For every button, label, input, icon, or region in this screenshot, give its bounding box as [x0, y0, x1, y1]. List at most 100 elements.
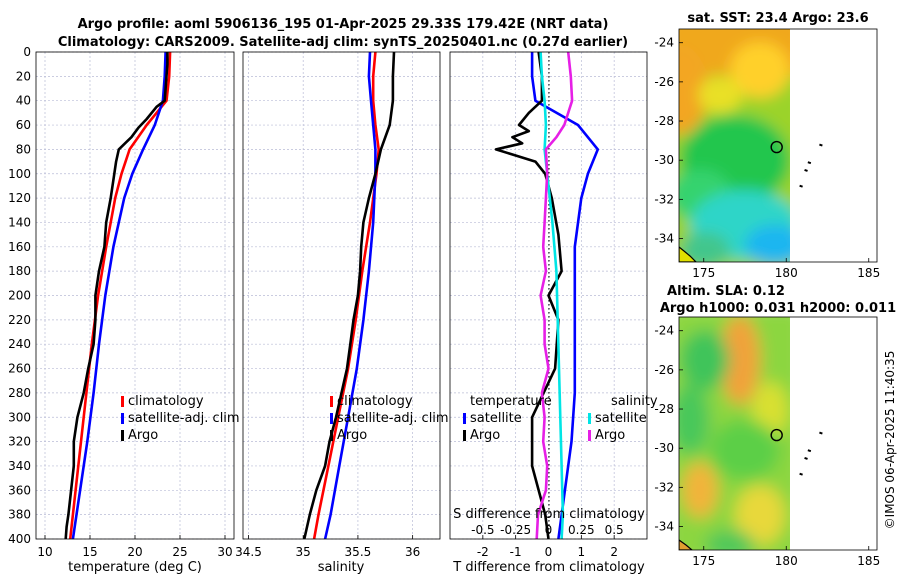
imos-watermark: ©IMOS 06-Apr-2025 11:40:35 — [883, 351, 897, 530]
depth-tick-label: 120 — [8, 191, 31, 205]
s-diff-tick-label: 0 — [545, 523, 553, 537]
salinity-axes-frame — [242, 51, 441, 540]
sst-map-marks: 175 180 185 -24 -26 -28 -30 -32 -34 — [654, 36, 880, 280]
map-lat-tick-label: -34 — [654, 520, 674, 534]
map-lon-tick-label: 180 — [775, 266, 798, 280]
island-mark — [804, 457, 808, 460]
map-lat-tick-label: -28 — [654, 402, 674, 416]
temperature-series — [64, 52, 172, 539]
map-lat-tick-label: -24 — [654, 324, 674, 338]
difference-panel: -2 -1 0 1 2 -0.5 -0.25 0 0.25 0.5 S difference f… — [449, 51, 658, 575]
map-lon-tick-label: 175 — [692, 266, 715, 280]
legend-swatch-sal-satellite — [588, 413, 591, 424]
depth-tick-label: 300 — [8, 410, 31, 424]
temperature-difference-tick-labels: -2 -1 0 1 2 — [477, 535, 618, 559]
map-lat-tick-label: -32 — [654, 192, 674, 206]
x-tick-label: 1 — [578, 545, 586, 559]
argo-position-marker — [770, 428, 783, 442]
map-lat-tick-label: -30 — [654, 441, 674, 455]
map-lat-tick-label: -26 — [654, 363, 674, 377]
temperature-tick-labels: 10 15 20 25 30 — [37, 535, 233, 559]
series-line-argo — [303, 52, 396, 539]
series-line-temperature-satellite — [530, 52, 600, 539]
depth-tick-label: 60 — [16, 118, 31, 132]
sst-map-panel: sat. SST: 23.4 Argo: 23.6 175 180 185 -24 -2… — [654, 11, 880, 280]
x-tick-label: 30 — [217, 545, 232, 559]
legend-label-argo: Argo — [128, 428, 158, 443]
depth-tick-label: 260 — [8, 362, 31, 376]
temperature-grid — [36, 51, 234, 540]
sla-heatmap — [679, 317, 790, 550]
x-tick-label: 2 — [610, 545, 618, 559]
island-mark — [799, 184, 803, 188]
map-lat-tick-label: -28 — [654, 114, 674, 128]
depth-tick-label: 360 — [8, 483, 31, 497]
legend-swatch-temp-satellite — [463, 413, 466, 424]
x-tick-label: 20 — [127, 545, 142, 559]
sst-map-title: sat. SST: 23.4 Argo: 23.6 — [687, 11, 868, 26]
map-lon-tick-label: 180 — [775, 554, 798, 568]
x-tick-label: 35 — [296, 545, 311, 559]
island-mark — [804, 169, 808, 172]
x-tick-label: -2 — [477, 545, 489, 559]
legend-label-satellite: satellite-adj. clim — [128, 411, 240, 426]
sla-map-panel: Altim. SLA: 0.12 Argo h1000: 0.031 h2000… — [654, 284, 896, 568]
island-mark — [819, 431, 823, 435]
x-tick-label: 15 — [82, 545, 97, 559]
legend-swatch-argo — [121, 430, 124, 441]
map-lon-tick-label: 185 — [857, 554, 880, 568]
depth-tick-label: 240 — [8, 337, 31, 351]
sla-map-title-line2: Argo h1000: 0.031 h2000: 0.011 — [660, 301, 896, 316]
s-diff-tick-label: 0.25 — [568, 523, 595, 537]
map-lat-tick-label: -30 — [654, 153, 674, 167]
difference-series — [494, 52, 600, 539]
legend-label-climatology: climatology — [128, 394, 204, 409]
x-tick-label: 35.5 — [345, 545, 372, 559]
salinity-panel: 34.5 35 35.5 36 salinity climatology satell… — [235, 51, 449, 575]
depth-tick-label: 140 — [8, 215, 31, 229]
sla-map-marks: 175 180 185 -24 -26 -28 -30 -32 -34 — [654, 324, 880, 568]
sla-map-frame — [678, 316, 878, 551]
sla-map-title-line1: Altim. SLA: 0.12 — [667, 284, 785, 299]
depth-tick-label: 100 — [8, 167, 31, 181]
salinity-legend: climatology satellite-adj. clim Argo — [330, 394, 449, 443]
depth-tick-labels: 0 20 40 60 80 100 120 140 160 180 200 220 240 260 280 3… — [8, 45, 31, 546]
legend-label-sal-argo: Argo — [595, 428, 625, 443]
difference-legend: temperature salinity satellite Argo sate… — [463, 394, 658, 443]
legend-swatch-satellite — [330, 413, 333, 424]
sst-map-frame — [678, 28, 878, 263]
series-line-salinity-satellite — [539, 52, 565, 539]
legend-swatch-temp-argo — [463, 430, 466, 441]
s-diff-tick-label: 0.5 — [605, 523, 624, 537]
temperature-legend: climatology satellite-adj. clim Argo — [121, 394, 240, 443]
x-tick-label: -1 — [510, 545, 522, 559]
depth-tick-label: 280 — [8, 386, 31, 400]
island-mark — [807, 449, 812, 453]
temperature-difference-xlabel: T difference from climatology — [452, 560, 645, 575]
depth-tick-label: 200 — [8, 289, 31, 303]
series-line-satellite-adj-clim — [323, 52, 377, 539]
depth-tick-label: 180 — [8, 264, 31, 278]
legend-label-sal-satellite: satellite — [595, 411, 647, 426]
series-line-argo — [64, 52, 169, 539]
salinity-difference-tick-labels: -0.5 -0.25 0 0.25 0.5 — [471, 523, 624, 537]
map-lat-tick-label: -32 — [654, 480, 674, 494]
island-mark — [819, 143, 823, 147]
legend-swatch-argo — [330, 430, 333, 441]
map-lat-tick-label: -26 — [654, 75, 674, 89]
x-tick-label: 34.5 — [235, 545, 262, 559]
legend-label-satellite: satellite-adj. clim — [337, 411, 449, 426]
sst-heatmap — [679, 29, 790, 262]
legend-label-temp-satellite: satellite — [470, 411, 522, 426]
s-diff-tick-label: -0.25 — [500, 523, 531, 537]
figure-title-line1: Argo profile: aoml 5906136_195 01-Apr-20… — [78, 17, 609, 32]
depth-tick-label: 160 — [8, 240, 31, 254]
salinity-xlabel: salinity — [318, 560, 365, 575]
island-mark — [799, 472, 803, 476]
series-line-climatology — [312, 52, 381, 539]
salinity-difference-xlabel: S difference from climatology — [453, 507, 645, 522]
depth-tick-label: 0 — [23, 45, 31, 59]
map-lat-tick-label: -24 — [654, 36, 674, 50]
depth-tick-label: 80 — [16, 142, 31, 156]
legend-swatch-climatology — [121, 396, 124, 407]
